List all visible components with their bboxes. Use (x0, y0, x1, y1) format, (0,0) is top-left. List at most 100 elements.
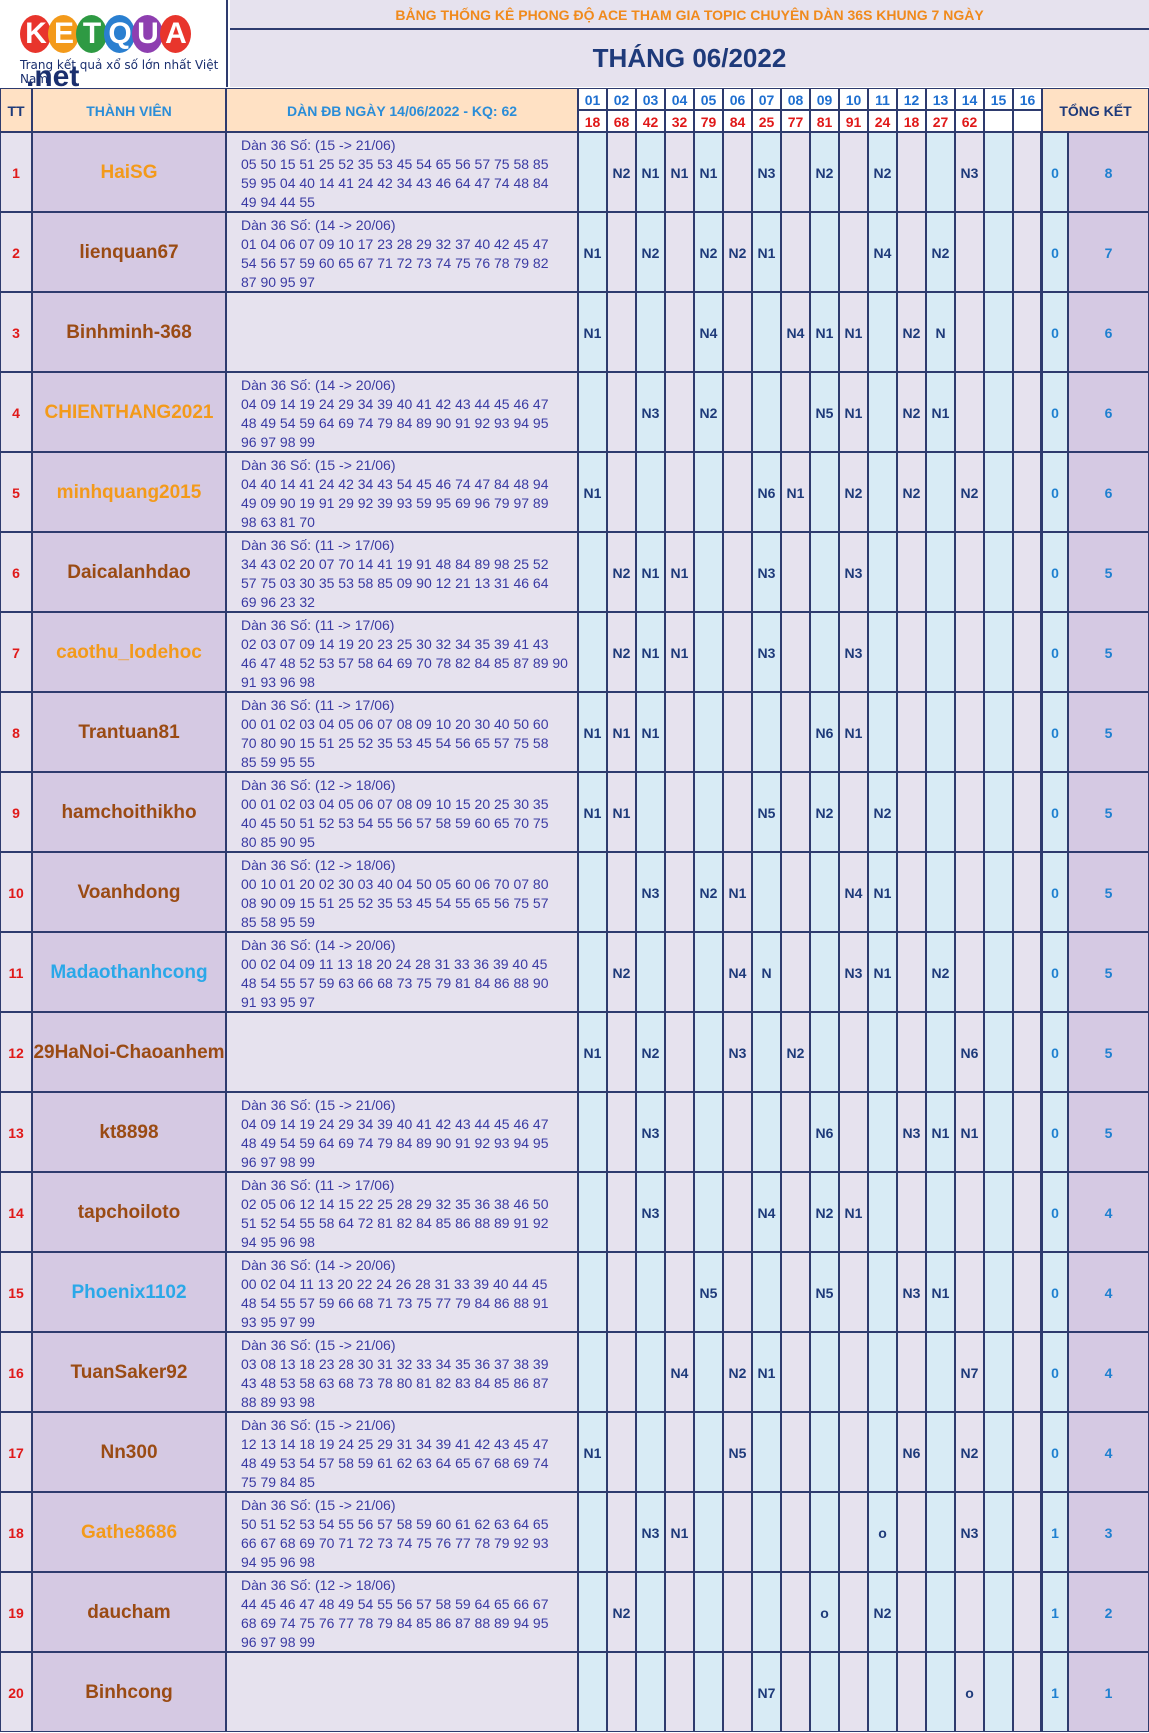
day-mark: N4 (665, 1332, 694, 1412)
logo[interactable]: K E T Q U A .net Trang kết quả xổ số lớn nhất … (0, 0, 228, 93)
month-title: THÁNG 06/2022 (230, 30, 1149, 87)
dan-numbers: 00 10 01 20 02 30 03 40 04 50 05 60 06 7… (241, 876, 549, 892)
day-mark (984, 612, 1013, 692)
day-mark (897, 1332, 926, 1412)
day-mark: N3 (636, 852, 665, 932)
day-mark: N6 (810, 1092, 839, 1172)
dan-heading: Dàn 36 Số: (11 -> 17/06) (241, 1177, 395, 1193)
day-number: 14 (955, 88, 984, 110)
member-name[interactable]: 29HaNoi-Chaoanhem (32, 1012, 226, 1092)
day-mark (665, 1012, 694, 1092)
dan-numbers: 96 97 98 99 (241, 1154, 315, 1170)
dan-numbers: 69 96 23 32 (241, 594, 315, 610)
member-name[interactable]: CHIENTHANG2021 (32, 372, 226, 452)
day-mark: N1 (607, 692, 636, 772)
member-name[interactable]: Voanhdong (32, 852, 226, 932)
day-mark (723, 132, 752, 212)
day-mark (578, 612, 607, 692)
day-mark (578, 932, 607, 1012)
day-mark: N4 (694, 292, 723, 372)
column-divider (1040, 852, 1042, 932)
total-score: 5 (1068, 932, 1149, 1012)
member-name[interactable]: Madaothanhcong (32, 932, 226, 1012)
day-mark (984, 212, 1013, 292)
member-name[interactable]: HaiSG (32, 132, 226, 212)
member-name[interactable]: Gathe8686 (32, 1492, 226, 1572)
column-divider (1040, 452, 1042, 532)
column-divider (1040, 212, 1042, 292)
member-name[interactable]: daucham (32, 1572, 226, 1652)
member-name[interactable]: Daicalanhdao (32, 532, 226, 612)
member-name[interactable]: tapchoiloto (32, 1172, 226, 1252)
dan-numbers: 04 40 14 41 24 42 34 43 54 45 46 74 47 8… (241, 476, 549, 492)
day-mark: N2 (868, 1572, 897, 1652)
dan-heading: Dàn 36 Số: (15 -> 21/06) (241, 1337, 396, 1353)
day-mark (897, 1012, 926, 1092)
dan-numbers: 00 01 02 03 04 05 06 07 08 09 10 15 20 2… (241, 796, 549, 812)
total-score: 5 (1068, 772, 1149, 852)
dan-heading: Dàn 36 Số: (11 -> 17/06) (241, 537, 395, 553)
day-mark (955, 852, 984, 932)
member-name[interactable]: Phoenix1102 (32, 1252, 226, 1332)
day-mark (665, 1412, 694, 1492)
dan-cell: Dàn 36 Số: (12 -> 18/06) 00 10 01 20 02 3… (226, 852, 578, 932)
day-mark (752, 1412, 781, 1492)
day-mark (694, 772, 723, 852)
column-divider (1040, 1252, 1042, 1332)
day-mark (781, 1572, 810, 1652)
member-name[interactable]: Binhminh-368 (32, 292, 226, 372)
table-row: 16 TuanSaker92 Dàn 36 Số: (15 -> 21/06) 03 … (0, 1332, 1149, 1412)
dan-numbers: 49 94 44 55 (241, 194, 315, 210)
day-mark: N4 (723, 932, 752, 1012)
member-name[interactable]: minhquang2015 (32, 452, 226, 532)
total-hits: 0 (1042, 1332, 1068, 1412)
day-mark (723, 772, 752, 852)
row-index: 3 (0, 292, 32, 372)
row-index: 1 (0, 132, 32, 212)
day-mark (926, 772, 955, 852)
day-mark: o (955, 1652, 984, 1732)
member-name[interactable]: Nn300 (32, 1412, 226, 1492)
member-name[interactable]: Binhcong (32, 1652, 226, 1732)
dan-cell (226, 1012, 578, 1092)
day-mark (868, 372, 897, 452)
member-name[interactable]: caothu_lodehoc (32, 612, 226, 692)
day-mark: N1 (839, 1172, 868, 1252)
member-name[interactable]: hamchoithikho (32, 772, 226, 852)
day-mark: N3 (636, 1492, 665, 1572)
dan-heading: Dàn 36 Số: (12 -> 18/06) (241, 1577, 396, 1593)
day-mark: N3 (636, 372, 665, 452)
total-score: 3 (1068, 1492, 1149, 1572)
logo-tagline: Trang kết quả xổ số lớn nhất Việt Nam (20, 58, 219, 86)
day-mark (781, 132, 810, 212)
day-mark: N2 (897, 292, 926, 372)
day-mark (607, 372, 636, 452)
row-index: 13 (0, 1092, 32, 1172)
member-name[interactable]: lienquan67 (32, 212, 226, 292)
day-mark (926, 1332, 955, 1412)
member-name[interactable]: TuanSaker92 (32, 1332, 226, 1412)
dan-numbers: 85 59 95 55 (241, 754, 315, 770)
day-mark: N1 (636, 132, 665, 212)
day-mark (868, 1092, 897, 1172)
day-mark: N1 (723, 852, 752, 932)
day-mark (839, 1492, 868, 1572)
day-number: 10 (839, 88, 868, 110)
day-mark (1013, 1172, 1042, 1252)
dan-heading: Dàn 36 Số: (15 -> 21/06) (241, 1097, 396, 1113)
dan-numbers: 48 54 55 57 59 63 66 68 73 75 79 81 84 8… (241, 975, 549, 991)
member-name[interactable]: kt8898 (32, 1092, 226, 1172)
member-name[interactable]: Trantuan81 (32, 692, 226, 772)
day-mark (1013, 1012, 1042, 1092)
total-hits: 0 (1042, 212, 1068, 292)
dan-numbers: 87 90 95 97 (241, 274, 315, 290)
day-mark (723, 1652, 752, 1732)
day-mark (839, 1092, 868, 1172)
day-mark (1013, 1652, 1042, 1732)
dan-cell (226, 1652, 578, 1732)
day-mark (984, 1652, 1013, 1732)
total-score: 5 (1068, 692, 1149, 772)
day-number: 08 (781, 88, 810, 110)
day-mark: N2 (868, 772, 897, 852)
day-mark (897, 1652, 926, 1732)
